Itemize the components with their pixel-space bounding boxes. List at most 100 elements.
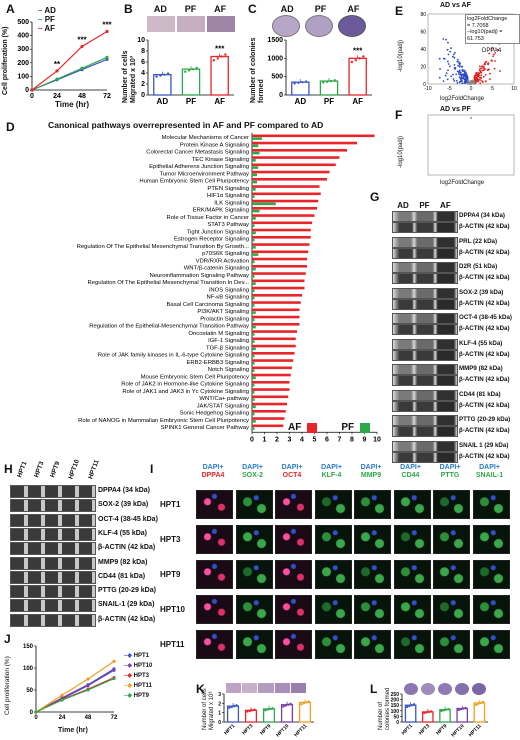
- bar-pf: [252, 260, 255, 264]
- column-header-marker: OCT4: [282, 472, 302, 479]
- blot-band-label: SNAIL 1 (29 kDa): [459, 441, 509, 449]
- down-regulated-point: [445, 38, 447, 41]
- bar-af: [252, 381, 290, 384]
- blot-band: [10, 513, 96, 527]
- up-regulated-point: [484, 80, 487, 83]
- microscopy-image: [235, 490, 273, 519]
- y-tick-label: 60: [420, 30, 426, 36]
- legend-d-af: AF: [288, 422, 302, 433]
- microscopy-image: [393, 490, 431, 519]
- blot-band-label: β-ACTIN (42 kDa): [459, 401, 510, 409]
- data-point: [329, 79, 333, 83]
- column-header: DAPI+ SOX-2: [233, 464, 273, 480]
- microscopy-image: [433, 560, 470, 589]
- significance-stars: ***: [102, 21, 112, 30]
- pathway-label: Role of JAK1 and JAK3 in Yc Cytokine Sig…: [122, 389, 249, 395]
- data-point: [427, 710, 431, 714]
- microscopy-image: [235, 525, 273, 554]
- data-point: [233, 704, 236, 708]
- bar-af: [252, 366, 292, 370]
- blot-band: [10, 499, 96, 513]
- blot-band: [392, 287, 458, 299]
- y-tick-label: 300: [17, 46, 29, 53]
- bar-pf: [252, 311, 256, 314]
- panel-d-bar-chart: 0 1 2 3 4 5 6 7 8 9 10 Molecular Mechanisms of Canc…: [77, 133, 381, 443]
- bar-af: [252, 315, 300, 319]
- bar-af: [252, 207, 317, 210]
- series-line-hpt10: [35, 668, 115, 713]
- blot-band-label: β-ACTIN (42 kDa): [98, 615, 156, 623]
- bar-af: [252, 388, 290, 391]
- data-point: [444, 708, 448, 711]
- header-b-pf: PF: [184, 4, 197, 14]
- x-tick-label: AD: [157, 97, 169, 106]
- data-point: [163, 73, 166, 76]
- blot-band-actin: [392, 273, 458, 284]
- bar-hpt1: [226, 705, 240, 723]
- column-header-marker: SNAIL-1: [475, 472, 504, 479]
- y-tick-label: 100: [391, 709, 400, 715]
- up-regulated-point: [499, 70, 501, 72]
- y-tick-label: 1: [218, 711, 221, 717]
- blot-band: [10, 556, 96, 570]
- info-line-2: = 7.7058: [467, 22, 489, 29]
- data-point: [430, 710, 433, 713]
- bar-af: [252, 308, 300, 312]
- x-tick-label: 5: [491, 86, 494, 92]
- up-regulated-point: [477, 72, 479, 74]
- migration-image-ad: [147, 16, 175, 32]
- pathway-label: Neuroinflammation Signaling Pathway: [149, 273, 249, 279]
- header-b-ad: AD: [153, 4, 167, 14]
- down-regulated-point: [454, 51, 456, 54]
- bar-af: [252, 272, 306, 275]
- pathway-label: ERB2-ERBB3 Signaling: [186, 360, 249, 366]
- down-regulated-point: [445, 72, 448, 75]
- bar-pf: [252, 180, 257, 184]
- non-significant-point: [472, 81, 475, 84]
- pathway-label: PTEN Signaling: [207, 186, 249, 192]
- up-regulated-point: [489, 72, 491, 75]
- header-c-pf: PF: [314, 4, 327, 14]
- data-point: [464, 706, 467, 710]
- pathway-label: Role of NANOG in Mammalian Embryonic Ste…: [78, 418, 249, 424]
- data-point: [358, 57, 361, 60]
- bar-af: [252, 178, 327, 181]
- blot-band: [392, 440, 458, 452]
- down-regulated-point: [454, 66, 456, 69]
- microscopy-image: [275, 490, 312, 519]
- migration-image-af: [207, 16, 235, 32]
- row-label: HPT11: [160, 640, 185, 649]
- up-regulated-point: [487, 62, 490, 65]
- blot-band-label: SNAIL-1 (29 kDa): [98, 601, 155, 609]
- significance-stars: ***: [215, 45, 225, 54]
- microscopy-image: [196, 525, 233, 554]
- x-tick-label: AD: [295, 97, 307, 106]
- x-tick-label: 8: [350, 436, 354, 443]
- down-regulated-point: [453, 56, 456, 59]
- blot-band-label: β-ACTIN (42 kDa): [459, 350, 510, 358]
- microscopy-image: [314, 490, 352, 519]
- down-regulated-point: [446, 60, 449, 63]
- blot-band: [10, 485, 96, 498]
- up-regulated-point: [493, 67, 496, 70]
- bar-af: [252, 373, 291, 377]
- column-header-dapi: DAPI+: [242, 464, 263, 471]
- bar-pf: [252, 333, 255, 336]
- microscopy-image: [235, 630, 273, 659]
- data-point: [155, 75, 158, 78]
- up-regulated-point: [481, 69, 484, 72]
- y-tick-label: 80: [420, 12, 426, 18]
- microscopy-image: [354, 595, 391, 624]
- pathway-label: Oncostatin M Signaling: [188, 331, 249, 337]
- up-regulated-point: [478, 69, 481, 72]
- y-tick-label: 1500: [267, 37, 283, 44]
- blot-band: [392, 338, 458, 350]
- up-regulated-point: [483, 62, 486, 65]
- down-regulated-point: [447, 41, 449, 44]
- panel-f-plot-frame: [427, 114, 515, 176]
- pathway-label: Notch Signaling: [208, 367, 249, 373]
- x-tick-label: 10: [373, 436, 381, 443]
- panel-e-info-box: log2FoldChange = 7.7058 −log10(padj) = 6…: [465, 14, 520, 44]
- down-regulated-point: [447, 69, 449, 72]
